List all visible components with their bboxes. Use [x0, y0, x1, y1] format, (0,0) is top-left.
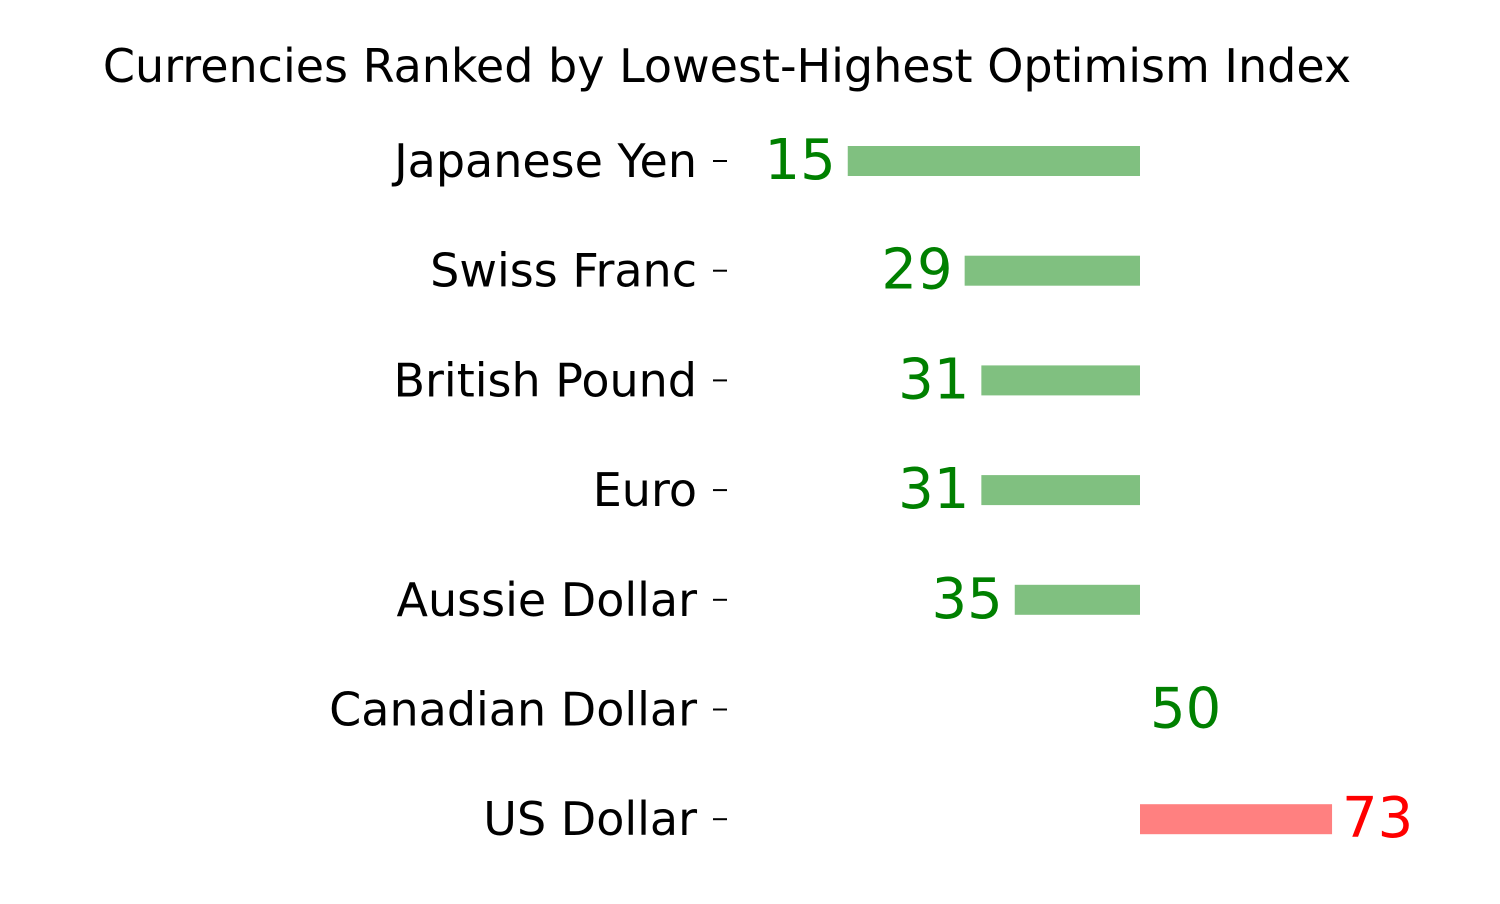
bar [1014, 584, 1140, 615]
bar [964, 255, 1140, 286]
data-label: 15 [764, 128, 835, 193]
data-label: 73 [1342, 786, 1413, 851]
category-label: US Dollar [483, 792, 697, 846]
data-label: 35 [931, 567, 1002, 632]
data-label: 31 [898, 347, 969, 412]
category-label: British Pound [393, 353, 697, 407]
bar [847, 146, 1140, 176]
data-label: 29 [881, 238, 952, 303]
bar [981, 475, 1140, 506]
category-label: Aussie Dollar [397, 573, 698, 627]
data-label: 50 [1150, 677, 1221, 742]
bar [981, 365, 1140, 396]
chart-title: Currencies Ranked by Lowest-Highest Opti… [103, 39, 1351, 93]
bar [1140, 804, 1333, 835]
category-label: Japanese Yen [391, 134, 697, 188]
y-axis: Japanese Yen Swiss Franc British Pound Euro… [329, 134, 727, 846]
value-label-layer: 15 29 31 31 35 50 73 [764, 128, 1413, 851]
data-label: 31 [898, 457, 969, 522]
category-label: Swiss Franc [430, 244, 697, 298]
category-label: Euro [593, 463, 697, 517]
category-label: Canadian Dollar [329, 683, 697, 737]
bar-layer [847, 146, 1333, 835]
